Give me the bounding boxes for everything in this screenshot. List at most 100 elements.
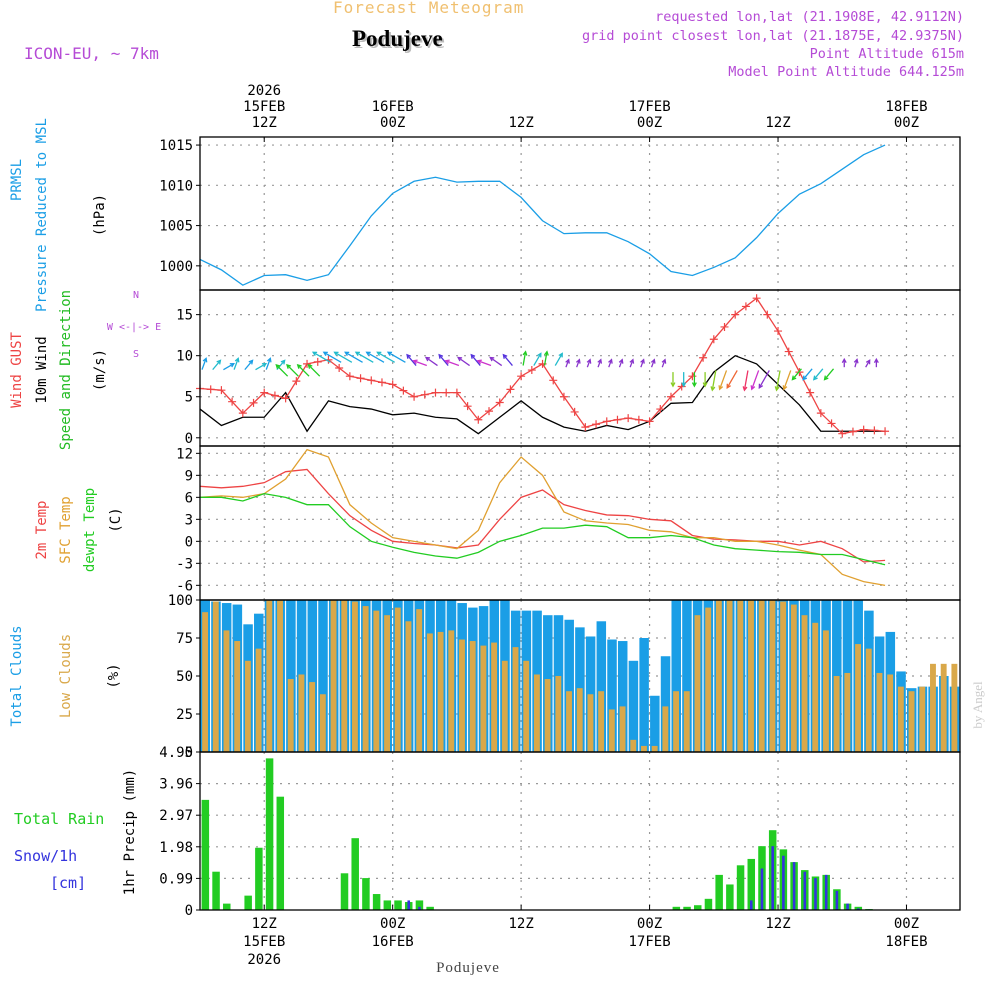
wind-direction-arrow [223, 362, 235, 371]
compass-west-east: W <-|-> E [107, 322, 161, 333]
wind-direction-arrow [618, 358, 624, 368]
panel-frame [199, 751, 961, 911]
y-tick-label: 3.96 [159, 777, 193, 793]
low-cloud-bar [212, 601, 219, 752]
low-cloud-bar [298, 674, 305, 752]
wind-direction-arrow [296, 363, 310, 377]
low-cloud-bar [405, 621, 412, 752]
arrow-head [261, 362, 268, 368]
low-cloud-bar [309, 682, 316, 752]
arrow-head [307, 363, 313, 369]
rain-bar [265, 758, 274, 910]
arrow-shaft [233, 358, 239, 370]
y-tick-label: 75 [176, 631, 193, 647]
snow-bar [857, 908, 860, 910]
arrow-head [476, 359, 482, 365]
low-cloud-bar [855, 644, 861, 752]
low-cloud-bar [244, 660, 251, 752]
wind-direction-arrow [344, 351, 363, 363]
wind-direction-arrow [575, 358, 581, 368]
total-cloud-bar [596, 621, 607, 752]
rain-bar [244, 895, 252, 910]
rain-bar [747, 858, 756, 910]
rain-bar [426, 906, 434, 910]
wind-direction-arrow [823, 368, 835, 381]
arrow-shaft [265, 358, 271, 370]
y-tick-label: 100 [168, 593, 193, 609]
arrow-shaft [286, 364, 299, 377]
y-tick-label: 6 [185, 490, 193, 506]
compass-south: S [133, 349, 139, 360]
arrow-shaft [477, 360, 492, 367]
arrow-head [726, 383, 731, 389]
wind-direction-arrow [533, 352, 542, 366]
low-cloud-bar [780, 601, 787, 752]
rain-bar [362, 878, 370, 910]
low-cloud-bar [673, 691, 680, 752]
y-tick-label: 50 [176, 669, 193, 685]
wind-direction-arrow [802, 368, 813, 381]
arrow-shaft [255, 363, 267, 371]
arrow-head [386, 351, 393, 357]
bottom-time-label: 12Z [765, 916, 790, 932]
wind-direction-arrow [873, 357, 879, 368]
rain-bar [694, 905, 702, 910]
wind-direction-arrow [661, 358, 667, 368]
rain-bar [351, 838, 359, 910]
bottom-time-label: 18FEB [885, 934, 927, 950]
low-cloud-bar [769, 600, 776, 752]
gust-marker [206, 385, 215, 394]
wind-direction-arrow [322, 351, 342, 363]
total-cloud-bar [671, 600, 681, 752]
arrow-shaft [457, 356, 470, 367]
y-tick-label: 1000 [159, 259, 193, 275]
arrow-head [543, 350, 549, 356]
low-cloud-bar [341, 600, 348, 752]
arrow-shaft [425, 356, 438, 367]
low-cloud-bar [555, 676, 562, 752]
wind-direction-arrow [354, 351, 374, 363]
temp-unit-label: (C) [108, 507, 124, 532]
wind-direction-arrow [333, 351, 353, 363]
low-cloud-bar [469, 641, 476, 752]
wind-direction-arrow [255, 362, 268, 371]
low-cloud-bar [426, 633, 433, 752]
low-cloud-bar [277, 600, 283, 752]
bottom-time-label: 2026 [247, 952, 281, 968]
arrow-head [234, 357, 240, 363]
snow-unit-label: [cm] [50, 874, 86, 892]
bottom-time-label: 12Z [252, 916, 277, 932]
snow-bar [792, 862, 796, 910]
arrow-shaft [438, 354, 449, 366]
wind-unit-label: (m/s) [92, 349, 108, 391]
pressure-msl-label: Pressure Reduced to MSL [34, 118, 50, 312]
low-cloud-bar [384, 615, 390, 752]
gust-marker [217, 386, 226, 395]
snow-bar [749, 900, 753, 910]
wind-direction-arrow [565, 358, 570, 368]
arrow-shaft [751, 370, 760, 390]
arrow-shaft [802, 368, 813, 380]
arrow-head [702, 382, 708, 388]
low-cloud-bar [416, 609, 423, 752]
gust-marker [731, 310, 740, 319]
gust-marker [410, 392, 419, 401]
gust-marker [485, 407, 494, 416]
total-cloud-bar [628, 660, 639, 752]
arrow-head [841, 357, 847, 364]
gust-marker [784, 347, 793, 356]
total-cloud-bar [307, 600, 318, 752]
low-cloud-bar [951, 663, 958, 752]
gust-marker [677, 382, 686, 391]
snow-bar [835, 890, 839, 910]
top-time-label: 17FEB [628, 99, 670, 115]
arrow-shaft [445, 360, 460, 367]
y-tick-label: 1.98 [159, 840, 193, 856]
arrow-head [774, 386, 780, 392]
y-tick-label: 3 [185, 512, 193, 528]
gust-marker [420, 390, 429, 399]
low-cloud-bar [748, 600, 754, 752]
y-tick-label: 0 [185, 534, 193, 550]
wind-direction-arrow [718, 370, 728, 391]
rain-bar [736, 865, 745, 910]
